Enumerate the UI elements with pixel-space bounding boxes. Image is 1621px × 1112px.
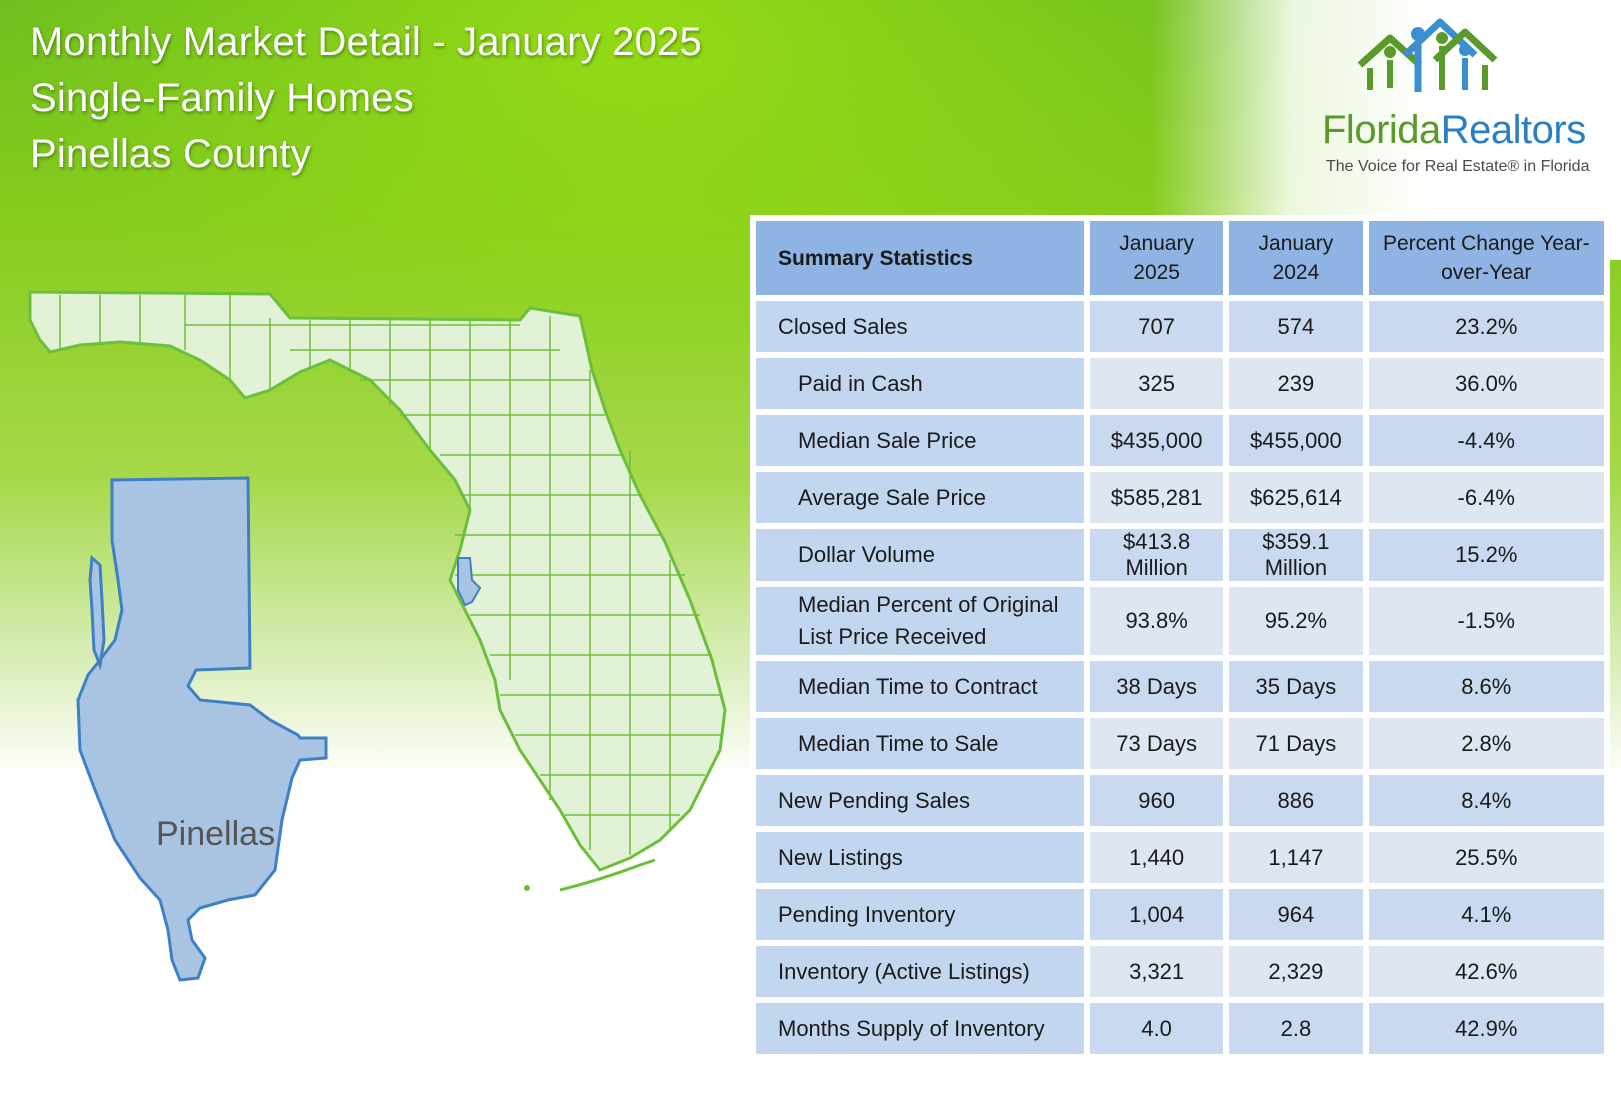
cell-january-2025: 707 (1090, 301, 1224, 352)
cell-january-2025: 38 Days (1090, 661, 1224, 712)
county-name: Pinellas County (30, 132, 311, 176)
row-label: New Pending Sales (756, 775, 1084, 826)
header-january-2025: January 2025 (1090, 221, 1224, 295)
row-label: Median Sale Price (756, 415, 1084, 466)
row-label: Dollar Volume (756, 529, 1084, 581)
row-label: Median Time to Contract (756, 661, 1084, 712)
pinellas-map-label: Pinellas (156, 815, 276, 853)
cell-january-2025: $413.8 Million (1090, 529, 1224, 581)
cell-percent-change: 8.6% (1368, 661, 1604, 712)
cell-percent-change: 4.1% (1368, 889, 1604, 940)
barrier-island-north (88, 554, 106, 671)
cell-percent-change: -6.4% (1368, 472, 1604, 523)
table-row: Closed Sales 707 574 23.2% (756, 301, 1604, 352)
title-block: Monthly Market Detail - January 2025 Sin… (30, 14, 702, 182)
cell-percent-change: 42.9% (1368, 1003, 1604, 1054)
cell-january-2025: $585,281 (1090, 472, 1224, 523)
table-row: Dollar Volume $413.8 Million $359.1 Millio… (756, 529, 1604, 581)
cell-percent-change: 8.4% (1368, 775, 1604, 826)
cell-percent-change: 36.0% (1368, 358, 1604, 409)
property-type: Single-Family Homes (30, 76, 414, 120)
table-row: Median Percent of Original List Price Re… (756, 587, 1604, 655)
cell-january-2024: 35 Days (1229, 661, 1363, 712)
cell-january-2024: 2.8 (1229, 1003, 1363, 1054)
florida-keys (559, 858, 656, 892)
cell-january-2024: 71 Days (1229, 718, 1363, 769)
cell-january-2024: 574 (1229, 301, 1363, 352)
cell-percent-change: 15.2% (1368, 529, 1604, 581)
cell-january-2025: 325 (1090, 358, 1224, 409)
county-borders (59, 295, 722, 855)
row-label: New Listings (756, 832, 1084, 883)
cell-january-2025: 3,321 (1090, 946, 1224, 997)
table-row: Median Sale Price $435,000 $455,000 -4.4% (756, 415, 1604, 466)
cell-january-2024: 2,329 (1229, 946, 1363, 997)
table-row: Paid in Cash 325 239 36.0% (756, 358, 1604, 409)
cell-january-2024: $455,000 (1229, 415, 1363, 466)
header-january-2024: January 2024 (1229, 221, 1363, 295)
table-row: New Pending Sales 960 886 8.4% (756, 775, 1604, 826)
table-row: Inventory (Active Listings) 3,321 2,329 42.… (756, 946, 1604, 997)
cell-january-2024: 239 (1229, 358, 1363, 409)
cell-percent-change: -4.4% (1368, 415, 1604, 466)
row-label: Inventory (Active Listings) (756, 946, 1084, 997)
table-row: Average Sale Price $585,281 $625,614 -6.4% (756, 472, 1604, 523)
cell-january-2025: 1,440 (1090, 832, 1224, 883)
pinellas-highlight-small (457, 557, 482, 607)
logo-word-florida: Florida (1322, 108, 1441, 152)
table-header-row: Summary Statistics January 2025 January … (756, 221, 1604, 295)
houses-people-icon (1357, 18, 1498, 92)
row-label: Closed Sales (756, 301, 1084, 352)
cell-january-2025: 960 (1090, 775, 1224, 826)
table-row: Pending Inventory 1,004 964 4.1% (756, 889, 1604, 940)
row-label: Months Supply of Inventory (756, 1003, 1084, 1054)
summary-statistics-table: Summary Statistics January 2025 January … (750, 215, 1610, 1060)
cell-january-2024: 964 (1229, 889, 1363, 940)
row-label: Paid in Cash (756, 358, 1084, 409)
row-label: Median Percent of Original List Price Re… (756, 587, 1084, 655)
cell-percent-change: 25.5% (1368, 832, 1604, 883)
row-label: Average Sale Price (756, 472, 1084, 523)
cell-january-2025: 73 Days (1090, 718, 1224, 769)
logo-word-realtors: Realtors (1440, 108, 1586, 152)
florida-state-shape (28, 290, 727, 872)
table-row: New Listings 1,440 1,147 25.5% (756, 832, 1604, 883)
logo-tagline: The Voice for Real Estate® in Florida (1326, 158, 1590, 175)
header-percent-change: Percent Change Year-over-Year (1368, 221, 1604, 295)
row-label: Median Time to Sale (756, 718, 1084, 769)
table-row: Median Time to Sale 73 Days 71 Days 2.8% (756, 718, 1604, 769)
florida-map (28, 290, 727, 982)
cell-january-2025: 1,004 (1090, 889, 1224, 940)
table-row: Median Time to Contract 38 Days 35 Days 8.6… (756, 661, 1604, 712)
cell-january-2024: $359.1 Million (1229, 529, 1363, 581)
cell-january-2024: $625,614 (1229, 472, 1363, 523)
report-title: Monthly Market Detail - January 2025 (30, 20, 702, 64)
logo-wordmark: FloridaRealtors (1322, 108, 1586, 153)
cell-percent-change: 23.2% (1368, 301, 1604, 352)
header-summary-statistics: Summary Statistics (756, 221, 1084, 295)
cell-january-2025: 93.8% (1090, 587, 1224, 655)
table-row: Months Supply of Inventory 4.0 2.8 42.9% (756, 1003, 1604, 1054)
cell-january-2025: 4.0 (1090, 1003, 1224, 1054)
cell-january-2024: 886 (1229, 775, 1363, 826)
pinellas-county-shape (76, 476, 328, 982)
cell-percent-change: 2.8% (1368, 718, 1604, 769)
cell-january-2024: 95.2% (1229, 587, 1363, 655)
cell-percent-change: -1.5% (1368, 587, 1604, 655)
row-label: Pending Inventory (756, 889, 1084, 940)
cell-percent-change: 42.6% (1368, 946, 1604, 997)
cell-january-2025: $435,000 (1090, 415, 1224, 466)
cell-january-2024: 1,147 (1229, 832, 1363, 883)
